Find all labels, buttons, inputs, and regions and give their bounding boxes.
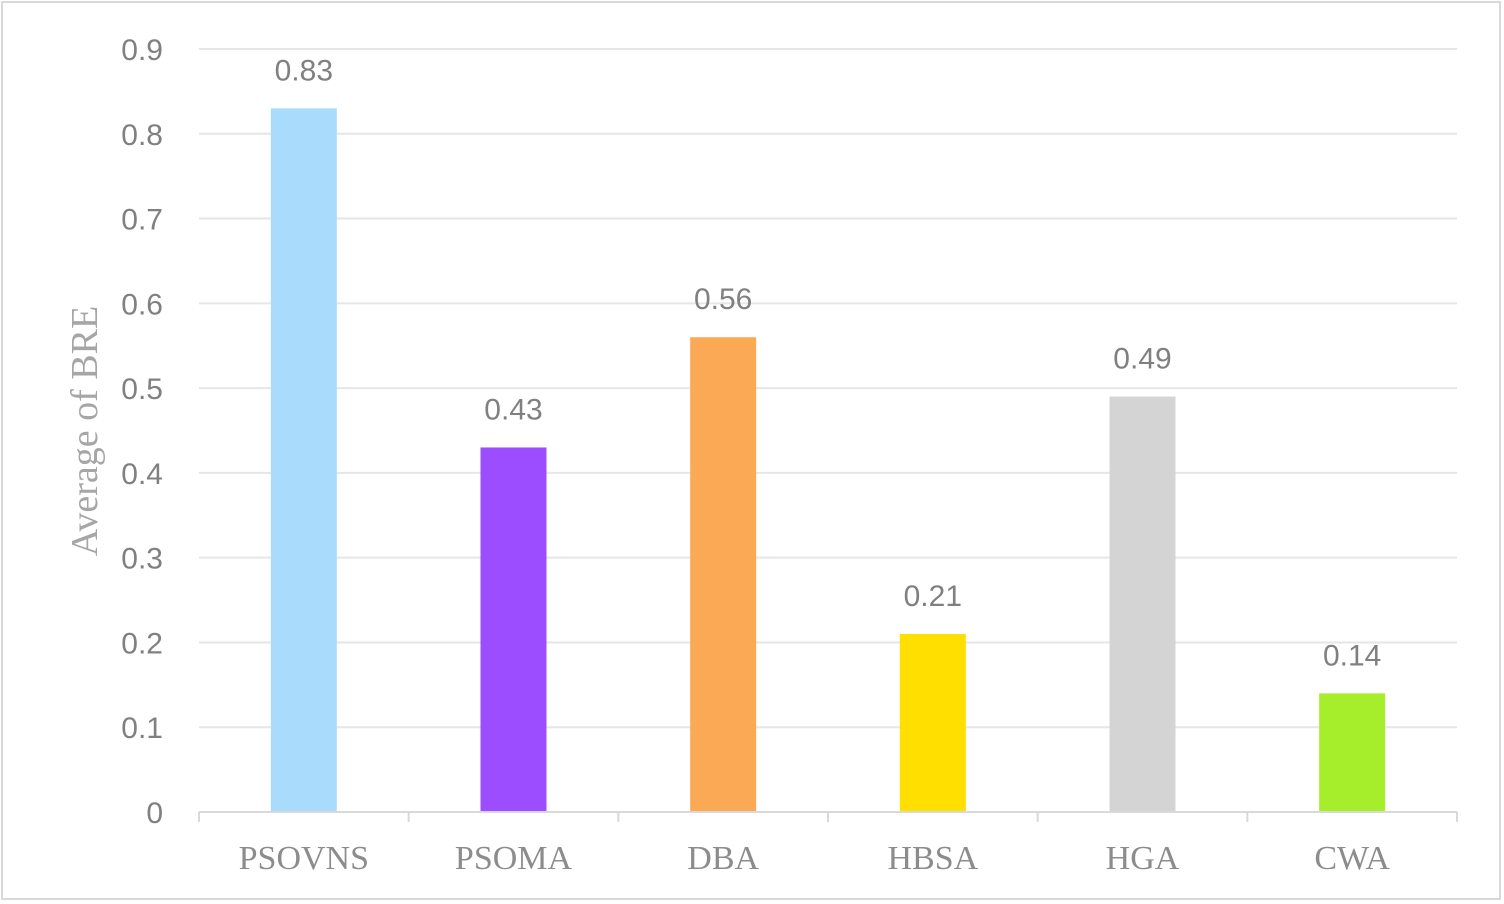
bar-hbsa <box>899 633 966 812</box>
y-tick-label: 0.8 <box>121 119 163 152</box>
bars <box>270 108 1386 813</box>
data-label: 0.14 <box>1323 639 1381 672</box>
gridlines <box>199 48 1457 729</box>
data-label: 0.49 <box>1113 343 1171 376</box>
bar-cwa <box>1319 693 1386 812</box>
data-labels: 0.83 0.43 0.56 0.21 0.49 0.14 <box>275 54 1382 672</box>
data-label: 0.21 <box>904 580 962 613</box>
bar-psovns <box>270 108 337 813</box>
y-tick-label: 0.1 <box>121 712 163 745</box>
x-axis <box>198 811 1458 822</box>
x-category-label: CWA <box>1314 840 1390 877</box>
y-tick-label: 0.3 <box>121 543 163 576</box>
x-category-label: HBSA <box>887 840 978 877</box>
data-label: 0.43 <box>484 393 542 426</box>
y-axis-title: Average of BRE <box>64 306 106 556</box>
bar-hga <box>1109 396 1176 812</box>
bar-dba <box>690 337 757 812</box>
x-axis-category-labels: PSOVNS PSOMA DBA HBSA HGA CWA <box>239 840 1391 877</box>
x-category-label: DBA <box>687 840 759 877</box>
y-tick-label: 0.7 <box>121 204 163 237</box>
y-tick-label: 0.9 <box>121 34 163 67</box>
y-tick-label: 0.4 <box>121 458 163 491</box>
y-tick-label: 0.2 <box>121 627 163 660</box>
x-category-label: PSOMA <box>455 840 573 877</box>
x-category-label: HGA <box>1106 840 1180 877</box>
data-label: 0.56 <box>694 283 752 316</box>
y-tick-label: 0.6 <box>121 288 163 321</box>
y-tick-label: 0 <box>146 797 163 830</box>
x-category-label: PSOVNS <box>239 840 369 877</box>
bar-psoma <box>480 447 547 812</box>
y-axis-ticks: 0 0.1 0.2 0.3 0.4 0.5 0.6 0.7 0.8 0.9 <box>121 34 163 830</box>
y-tick-label: 0.5 <box>121 373 163 406</box>
bar-chart: 0 0.1 0.2 0.3 0.4 0.5 0.6 0.7 0.8 0.9 PSOVNS PSOMA… <box>64 34 1458 877</box>
data-label: 0.83 <box>275 54 333 87</box>
